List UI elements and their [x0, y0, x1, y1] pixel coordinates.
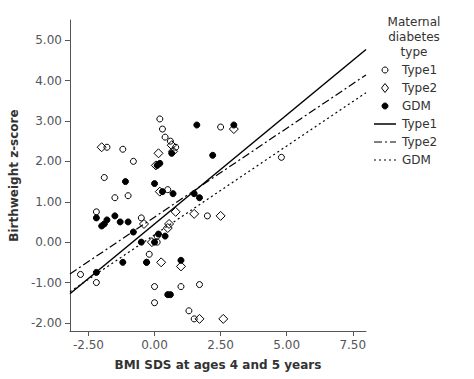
svg-text:-2.50: -2.50 — [73, 338, 104, 352]
svg-text:0.00: 0.00 — [141, 338, 168, 352]
svg-text:diabetes: diabetes — [388, 30, 440, 44]
svg-text:Type2: Type2 — [401, 81, 437, 95]
svg-text:4.00: 4.00 — [35, 74, 62, 88]
svg-text:GDM: GDM — [402, 153, 431, 167]
svg-text:Type2: Type2 — [401, 135, 437, 149]
svg-text:-1.00: -1.00 — [31, 276, 62, 290]
svg-text:-2.00: -2.00 — [31, 316, 62, 330]
svg-text:5.00: 5.00 — [273, 338, 300, 352]
svg-text:Type1: Type1 — [401, 63, 437, 77]
svg-text:Birthweight z-score: Birthweight z-score — [7, 109, 21, 241]
svg-text:7.50: 7.50 — [339, 338, 366, 352]
svg-text:Type1: Type1 — [401, 117, 437, 131]
svg-text:BMI SDS at ages 4 and 5 years: BMI SDS at ages 4 and 5 years — [115, 358, 322, 372]
svg-text:type: type — [401, 45, 428, 59]
svg-text:3.00: 3.00 — [35, 114, 62, 128]
svg-text:1.00: 1.00 — [35, 195, 62, 209]
svg-text:5.00: 5.00 — [35, 33, 62, 47]
svg-text:0.00: 0.00 — [35, 235, 62, 249]
svg-text:2.00: 2.00 — [35, 154, 62, 168]
svg-text:Maternal: Maternal — [388, 15, 441, 29]
svg-text:GDM: GDM — [402, 99, 431, 113]
svg-text:2.50: 2.50 — [207, 338, 234, 352]
